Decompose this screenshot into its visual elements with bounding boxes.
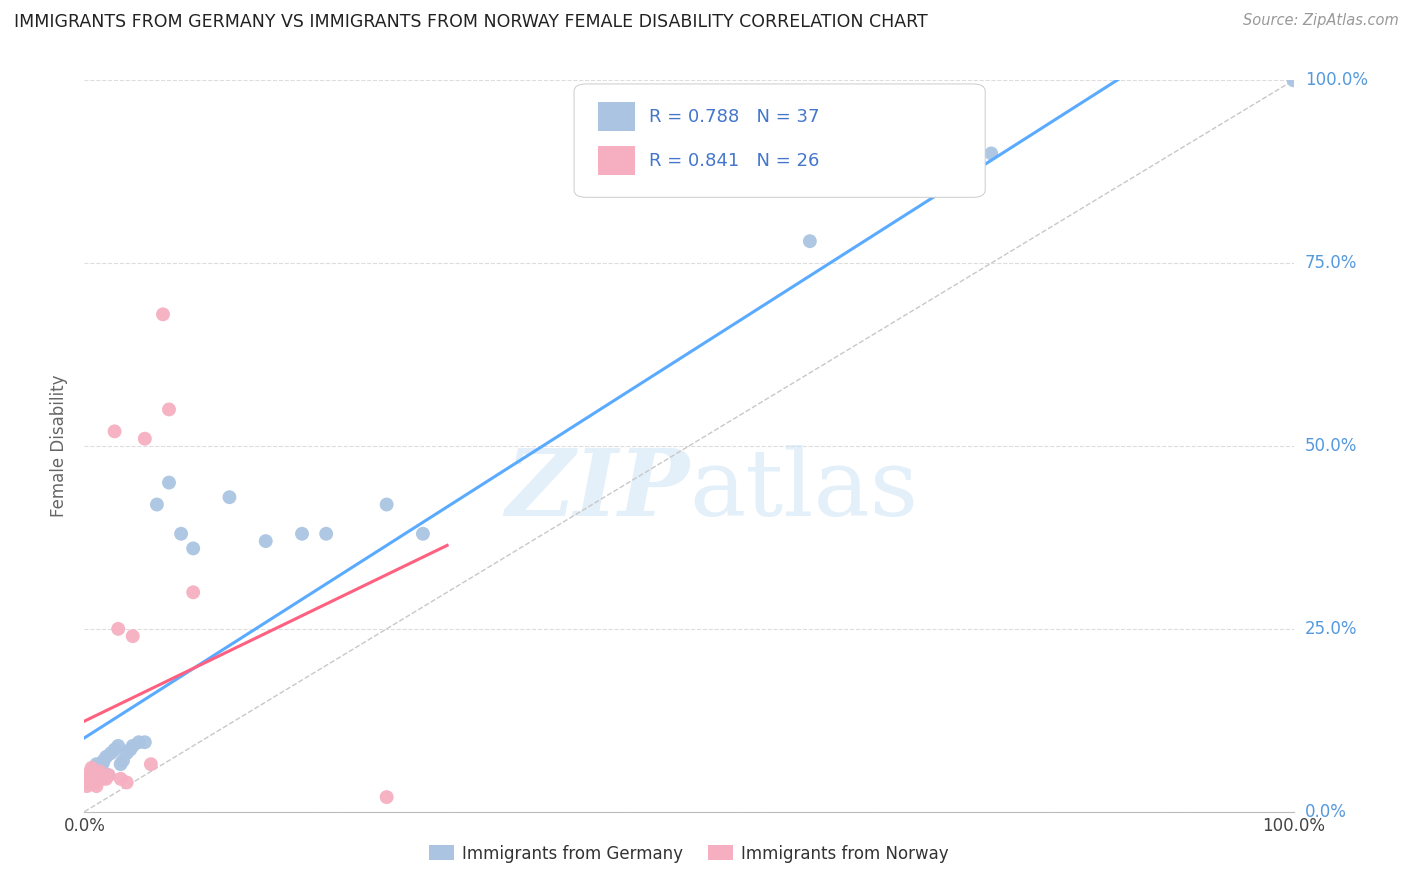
Point — [157, 475, 180, 490]
Point — [181, 585, 204, 599]
Point — [375, 498, 398, 512]
Text: 50.0%: 50.0% — [1305, 437, 1357, 455]
Point — [97, 768, 120, 782]
FancyBboxPatch shape — [574, 84, 986, 197]
Point — [82, 764, 104, 779]
Point — [89, 764, 111, 779]
Point — [315, 526, 337, 541]
Point — [82, 764, 104, 779]
Point — [139, 757, 162, 772]
Point — [97, 768, 120, 782]
Point — [170, 526, 193, 541]
Point — [80, 761, 103, 775]
Point — [115, 775, 138, 789]
Point — [80, 772, 103, 786]
Point — [94, 772, 117, 786]
Point — [77, 775, 100, 789]
Point — [86, 757, 108, 772]
Point — [77, 768, 100, 782]
Point — [83, 768, 105, 782]
Point — [89, 757, 111, 772]
Point — [93, 754, 115, 768]
Y-axis label: Female Disability: Female Disability — [51, 375, 69, 517]
Text: R = 0.788   N = 37: R = 0.788 N = 37 — [650, 108, 820, 126]
Text: R = 0.841   N = 26: R = 0.841 N = 26 — [650, 152, 820, 169]
Bar — [599, 146, 634, 176]
Point — [152, 307, 174, 321]
Point — [110, 757, 132, 772]
Point — [121, 629, 143, 643]
Point — [77, 775, 100, 789]
Point — [94, 749, 117, 764]
Point — [84, 761, 107, 775]
Point — [375, 790, 398, 805]
Point — [87, 768, 110, 782]
Point — [91, 757, 114, 772]
Point — [86, 779, 108, 793]
Point — [157, 402, 180, 417]
Point — [83, 772, 105, 786]
Point — [254, 534, 277, 549]
Point — [128, 735, 150, 749]
Point — [112, 754, 135, 768]
Legend: Immigrants from Germany, Immigrants from Norway: Immigrants from Germany, Immigrants from… — [422, 838, 956, 869]
Point — [107, 622, 129, 636]
Text: ZIP: ZIP — [505, 445, 689, 535]
Point — [218, 490, 240, 504]
Point — [104, 425, 127, 439]
Point — [121, 739, 143, 753]
Point — [120, 742, 142, 756]
Point — [84, 775, 107, 789]
Point — [115, 746, 138, 760]
Point — [79, 764, 101, 779]
Point — [291, 526, 314, 541]
Point — [799, 234, 821, 248]
Point — [100, 746, 122, 760]
Text: atlas: atlas — [689, 445, 918, 535]
Text: 100.0%: 100.0% — [1305, 71, 1368, 89]
Point — [412, 526, 434, 541]
Text: 0.0%: 0.0% — [1305, 803, 1347, 821]
Bar — [599, 103, 634, 131]
Text: 25.0%: 25.0% — [1305, 620, 1357, 638]
Point — [134, 735, 156, 749]
Point — [134, 432, 156, 446]
Point — [86, 772, 108, 786]
Point — [104, 742, 127, 756]
Point — [980, 146, 1002, 161]
Point — [110, 772, 132, 786]
Point — [76, 779, 98, 793]
Point — [91, 772, 114, 786]
Point — [181, 541, 204, 556]
Point — [107, 739, 129, 753]
Point — [1282, 73, 1305, 87]
Point — [86, 764, 108, 779]
Point — [79, 768, 101, 782]
Point — [146, 498, 169, 512]
Text: Source: ZipAtlas.com: Source: ZipAtlas.com — [1243, 13, 1399, 29]
Point — [87, 761, 110, 775]
Text: 75.0%: 75.0% — [1305, 254, 1357, 272]
Text: IMMIGRANTS FROM GERMANY VS IMMIGRANTS FROM NORWAY FEMALE DISABILITY CORRELATION : IMMIGRANTS FROM GERMANY VS IMMIGRANTS FR… — [14, 13, 928, 31]
